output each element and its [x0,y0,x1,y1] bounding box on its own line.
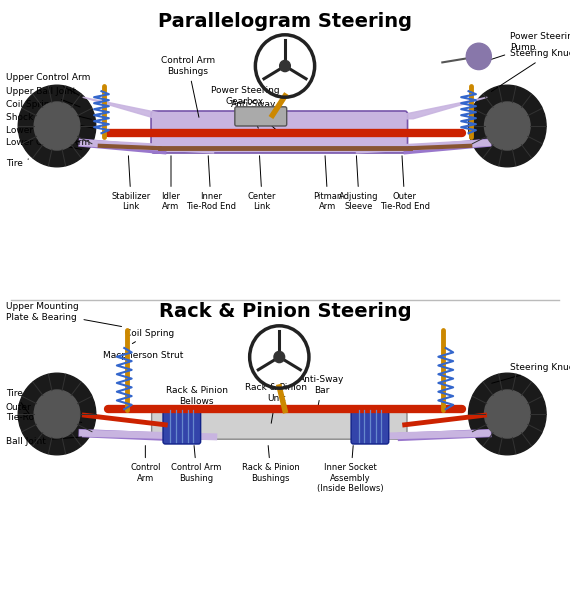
Polygon shape [382,97,487,119]
FancyBboxPatch shape [351,408,389,444]
Circle shape [280,61,290,71]
Text: Macpherson Strut: Macpherson Strut [103,350,183,363]
Text: Rack & Pinion Steering: Rack & Pinion Steering [158,302,412,322]
Text: Lower Ball Joint: Lower Ball Joint [6,126,80,142]
Text: Ball Joint: Ball Joint [6,437,82,445]
Circle shape [484,390,530,438]
Circle shape [469,373,546,455]
FancyBboxPatch shape [163,408,201,444]
Text: Steering Knuckle: Steering Knuckle [491,49,570,91]
Text: Power Steering
Pump: Power Steering Pump [479,32,570,64]
Text: Upper Ball Joint: Upper Ball Joint [6,87,80,107]
Text: Tire: Tire [6,159,28,168]
Circle shape [34,102,80,150]
Circle shape [469,85,546,167]
Circle shape [466,43,491,70]
Circle shape [18,85,96,167]
Polygon shape [83,97,188,119]
Text: Anti-Sway
Bar: Anti-Sway Bar [299,376,345,412]
Text: Adjusting
Sleeve: Adjusting Sleeve [339,156,379,211]
Text: Steering Knuckle: Steering Knuckle [492,362,570,383]
Text: Idler
Arm: Idler Arm [161,156,181,211]
Text: Shock Absorber: Shock Absorber [6,113,95,128]
Text: Control
Arm: Control Arm [130,446,161,482]
Text: Pitman
Arm: Pitman Arm [313,156,343,211]
Text: Lower Control Arm: Lower Control Arm [6,138,90,149]
Text: Rack & Pinion
Bushings: Rack & Pinion Bushings [242,446,300,482]
Text: Upper Control Arm: Upper Control Arm [6,73,90,96]
Circle shape [18,373,96,455]
Text: Inner
Tie-Rod End: Inner Tie-Rod End [186,156,236,211]
Circle shape [484,102,530,150]
Text: Control Arm
Bushing: Control Arm Bushing [172,446,222,482]
Text: Outer
Tie-Rod End: Outer Tie-Rod End [6,403,82,422]
Text: Center
Link: Center Link [248,156,276,211]
Text: Upper Mounting
Plate & Bearing: Upper Mounting Plate & Bearing [6,302,121,326]
Text: Tire: Tire [6,389,30,415]
FancyBboxPatch shape [235,107,287,126]
Circle shape [34,390,80,438]
Text: Anti-Sway
Bar: Anti-Sway Bar [231,100,283,136]
Text: Rack & Pinion
Bellows: Rack & Pinion Bellows [166,386,227,426]
Text: Coil Spring: Coil Spring [125,329,174,344]
Text: Stabilizer
Link: Stabilizer Link [112,156,150,211]
Text: Parallelogram Steering: Parallelogram Steering [158,12,412,31]
FancyBboxPatch shape [151,111,408,153]
Text: Control Arm
Bushings: Control Arm Bushings [161,56,215,117]
Text: Coil Spring: Coil Spring [6,100,91,119]
Text: Power Steering
Gearbox: Power Steering Gearbox [211,86,279,128]
Text: Rack & Pinion
Unit: Rack & Pinion Unit [246,383,307,423]
Text: Outer
Tie-Rod End: Outer Tie-Rod End [380,156,430,211]
FancyBboxPatch shape [152,412,407,439]
Text: Inner Socket
Assembly
(Inside Bellows): Inner Socket Assembly (Inside Bellows) [317,446,384,493]
Circle shape [274,352,284,362]
